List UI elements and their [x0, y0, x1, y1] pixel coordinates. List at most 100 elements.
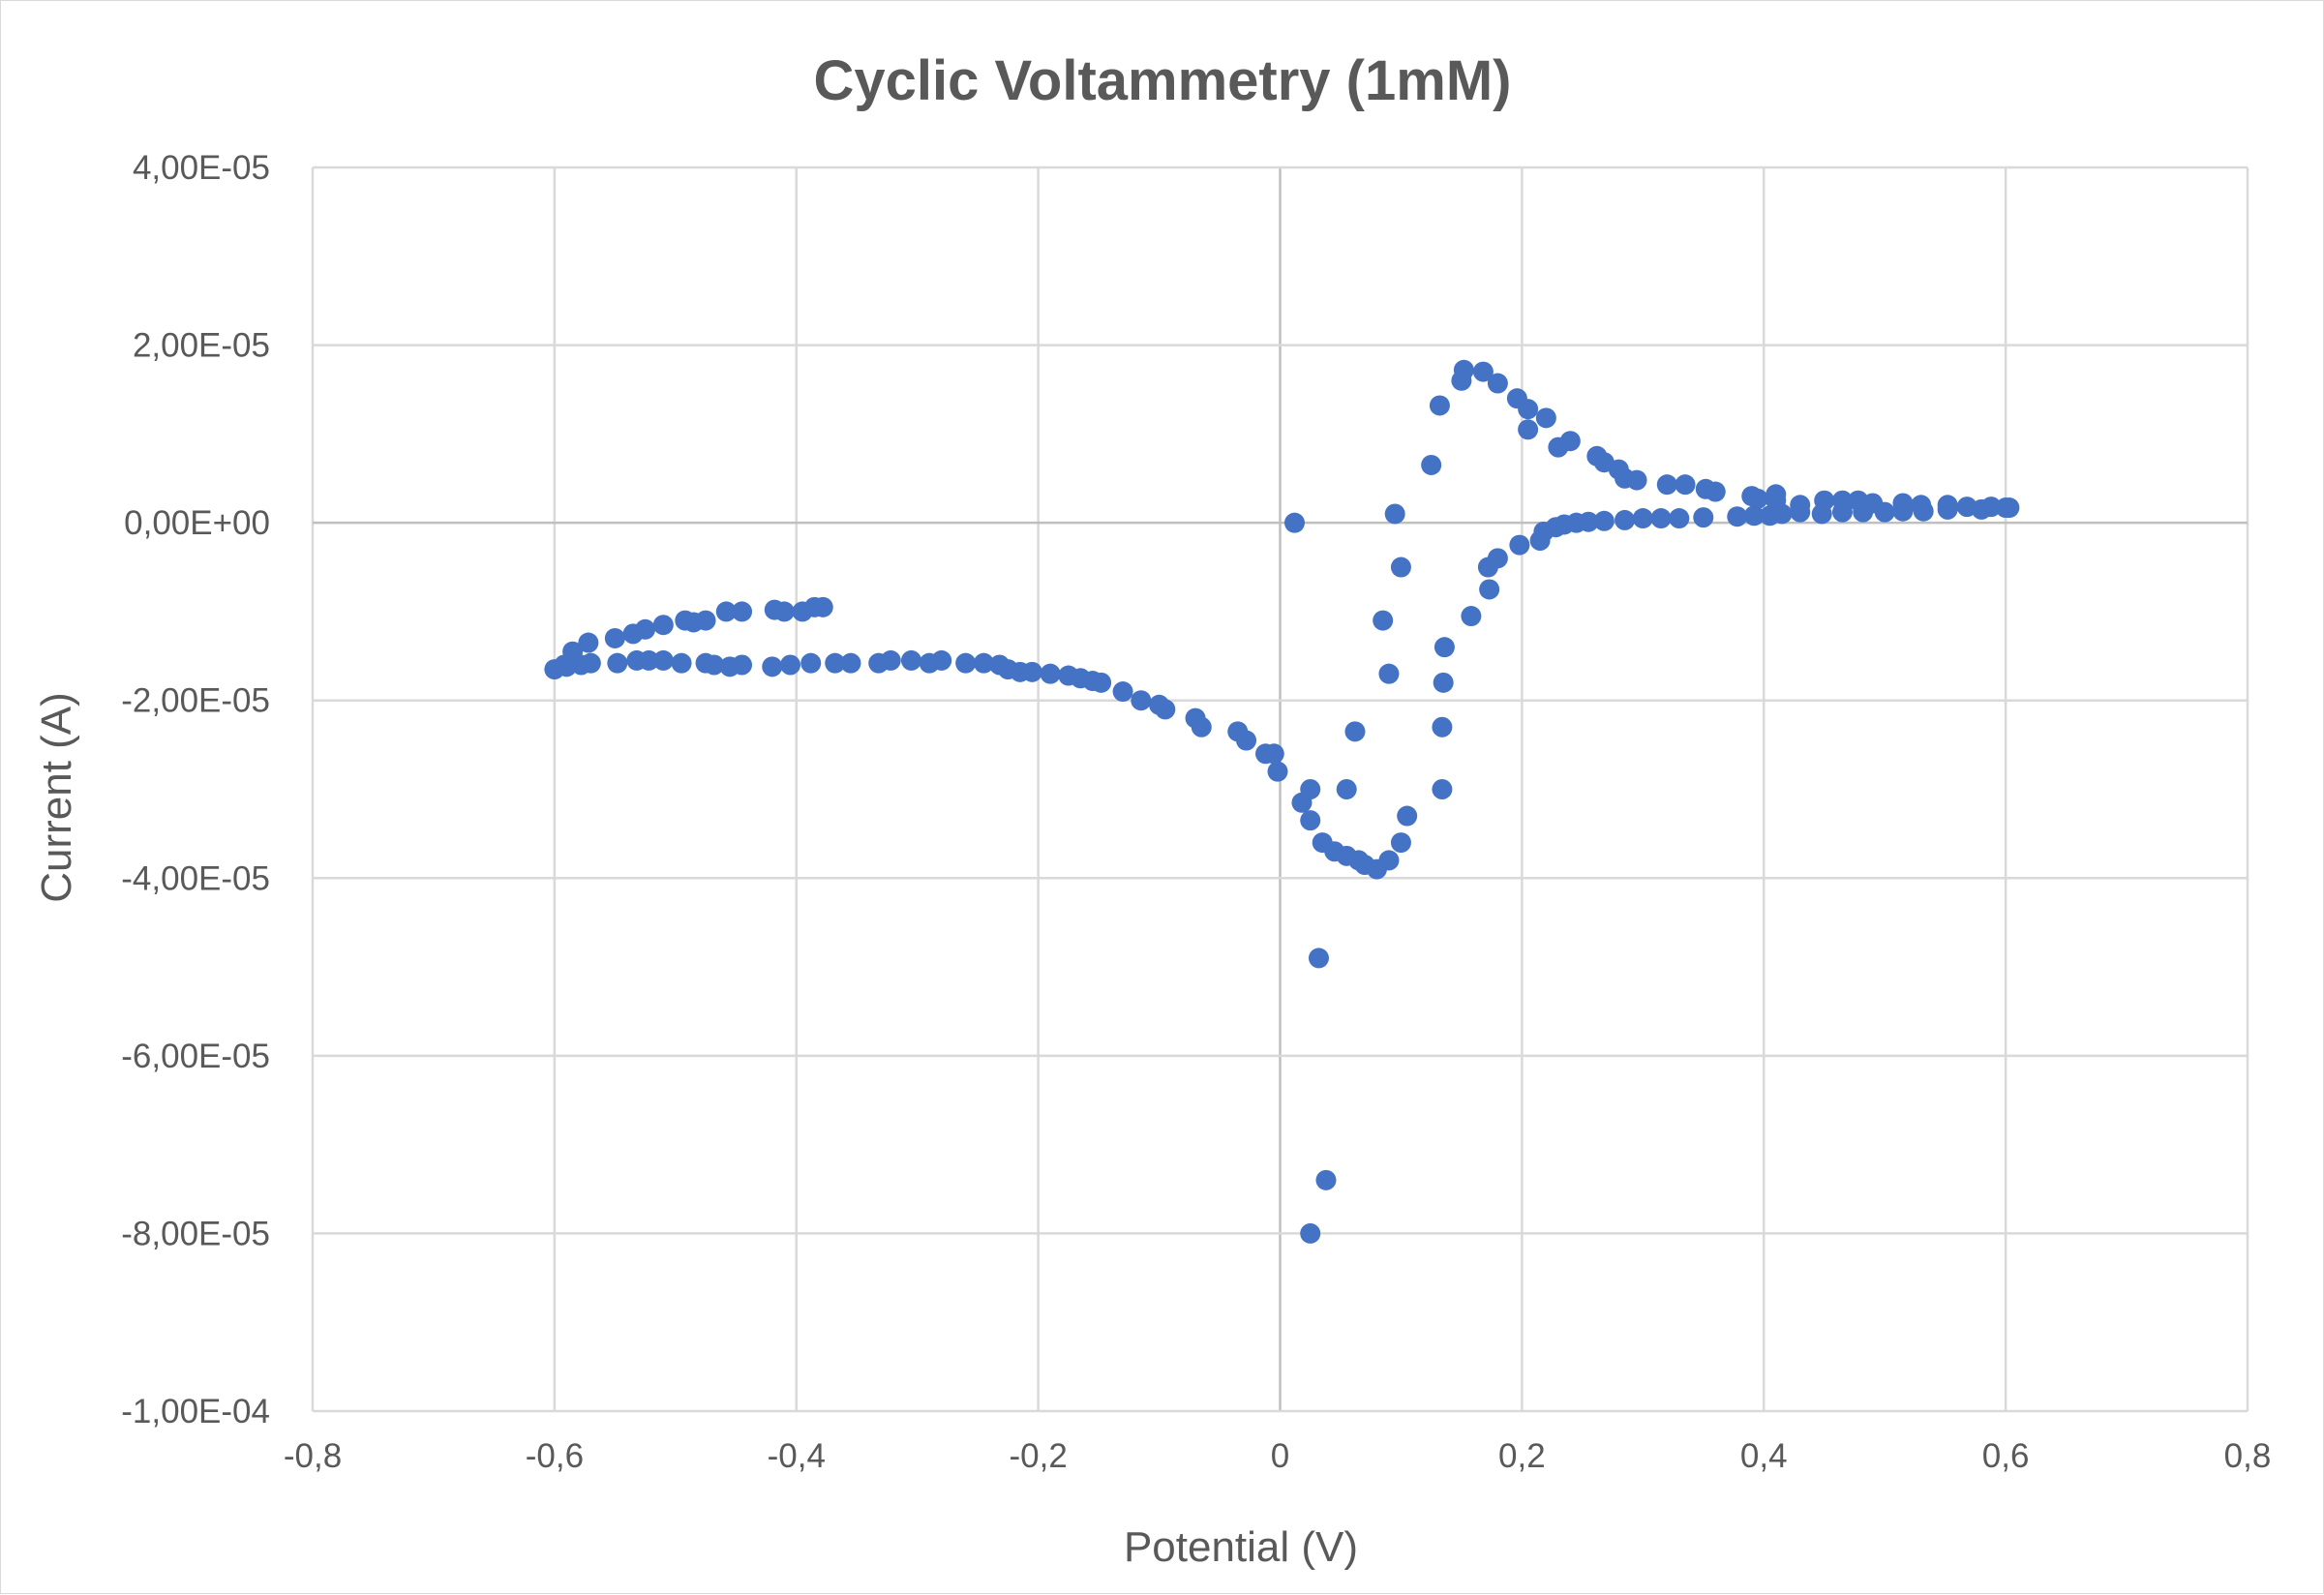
x-tick-label: -0,2: [1009, 1437, 1067, 1475]
data-point: [1112, 681, 1133, 703]
data-point: [1300, 810, 1321, 831]
data-point: [1999, 497, 2020, 519]
tick-labels: -0,8 -0,6 -0,4 -0,2 0 0,2 0,4 0,6 0,8 4,00E-05 2,0…: [121, 149, 2271, 1475]
x-tick-label: 0: [1271, 1437, 1289, 1475]
data-point: [1315, 1169, 1337, 1190]
data-point: [607, 652, 628, 674]
data-point: [1312, 832, 1333, 854]
y-tick-label: -1,00E-04: [121, 1393, 270, 1430]
data-point: [695, 652, 716, 674]
data-point: [1747, 488, 1768, 509]
data-point: [762, 656, 783, 677]
data-point: [1373, 610, 1394, 631]
data-point: [626, 649, 648, 671]
data-point: [900, 649, 921, 671]
data-point: [1518, 399, 1539, 420]
data-point: [719, 656, 740, 677]
data-point: [1518, 419, 1539, 440]
x-tick-label: 0,4: [1740, 1437, 1788, 1475]
data-point: [1626, 469, 1647, 491]
data-point: [1434, 637, 1455, 658]
data-point: [1559, 431, 1581, 452]
data-point: [1283, 512, 1305, 533]
data-point: [1650, 508, 1672, 529]
data-point: [1913, 500, 1934, 522]
data-point: [1790, 501, 1811, 523]
data-point: [1693, 507, 1714, 528]
data-point: [989, 654, 1011, 676]
data-point: [1344, 721, 1366, 742]
data-point: [812, 596, 833, 617]
data-point: [1937, 498, 1958, 520]
data-point: [1390, 557, 1411, 578]
y-axis-title: Current (A): [33, 692, 80, 903]
data-point: [1759, 505, 1780, 527]
gridlines: [311, 166, 2249, 1413]
data-point: [825, 652, 846, 674]
x-tick-label: 0,2: [1498, 1437, 1546, 1475]
data-point: [1384, 503, 1405, 525]
data-point: [800, 652, 822, 674]
data-point: [1811, 503, 1832, 525]
data-point: [604, 627, 625, 648]
data-point: [1185, 707, 1206, 729]
y-tick-label: 0,00E+00: [124, 504, 270, 542]
data-point: [1675, 474, 1696, 496]
data-point: [635, 618, 656, 640]
data-point: [1529, 530, 1551, 551]
y-tick-label: 2,00E-05: [133, 327, 270, 365]
data-point: [1058, 665, 1079, 686]
data-point: [1743, 505, 1765, 527]
data-point: [1487, 373, 1508, 394]
data-point: [1433, 672, 1454, 693]
data-point: [919, 652, 940, 674]
data-point: [1131, 690, 1152, 711]
data-point: [1461, 606, 1482, 627]
data-point: [1477, 557, 1498, 578]
data-point: [1853, 501, 1874, 523]
x-tick-label: -0,6: [526, 1437, 584, 1475]
data-point: [562, 641, 584, 662]
data-point: [1615, 509, 1636, 530]
x-tick-label: -0,8: [284, 1437, 342, 1475]
data-point: [1308, 948, 1329, 969]
data-point: [868, 652, 890, 674]
y-tick-label: -2,00E-05: [121, 682, 270, 720]
data-point: [715, 601, 737, 622]
data-point: [840, 652, 861, 674]
y-tick-label: -6,00E-05: [121, 1038, 270, 1075]
data-points: [544, 359, 2020, 1244]
x-axis-title: Potential (V): [1124, 1523, 1358, 1571]
data-point: [973, 652, 994, 674]
data-point: [1255, 743, 1277, 765]
x-tick-label: -0,4: [768, 1437, 826, 1475]
x-tick-label: 0,8: [2224, 1437, 2272, 1475]
data-point: [1472, 361, 1494, 382]
data-point: [1227, 721, 1249, 742]
data-point: [955, 652, 977, 674]
data-point: [671, 652, 692, 674]
data-point: [1429, 395, 1450, 416]
data-point: [1669, 508, 1690, 529]
data-point: [1593, 510, 1615, 531]
data-point: [1535, 407, 1556, 429]
data-point: [1705, 481, 1726, 502]
data-point: [1432, 716, 1453, 737]
data-point: [695, 610, 716, 631]
chart-title: Cyclic Voltammetry (1mM): [814, 49, 1512, 112]
data-point: [1727, 506, 1748, 527]
data-point: [1336, 779, 1357, 799]
data-point: [652, 649, 674, 671]
data-point: [1421, 454, 1442, 475]
data-point: [1971, 498, 1992, 520]
data-point: [1040, 663, 1061, 684]
data-point: [1390, 832, 1411, 854]
data-point: [1432, 779, 1453, 799]
data-point: [1831, 501, 1853, 523]
data-point: [1632, 508, 1653, 529]
x-tick-label: 0,6: [1982, 1437, 2030, 1475]
data-point: [1479, 579, 1500, 600]
data-point: [1874, 501, 1895, 523]
